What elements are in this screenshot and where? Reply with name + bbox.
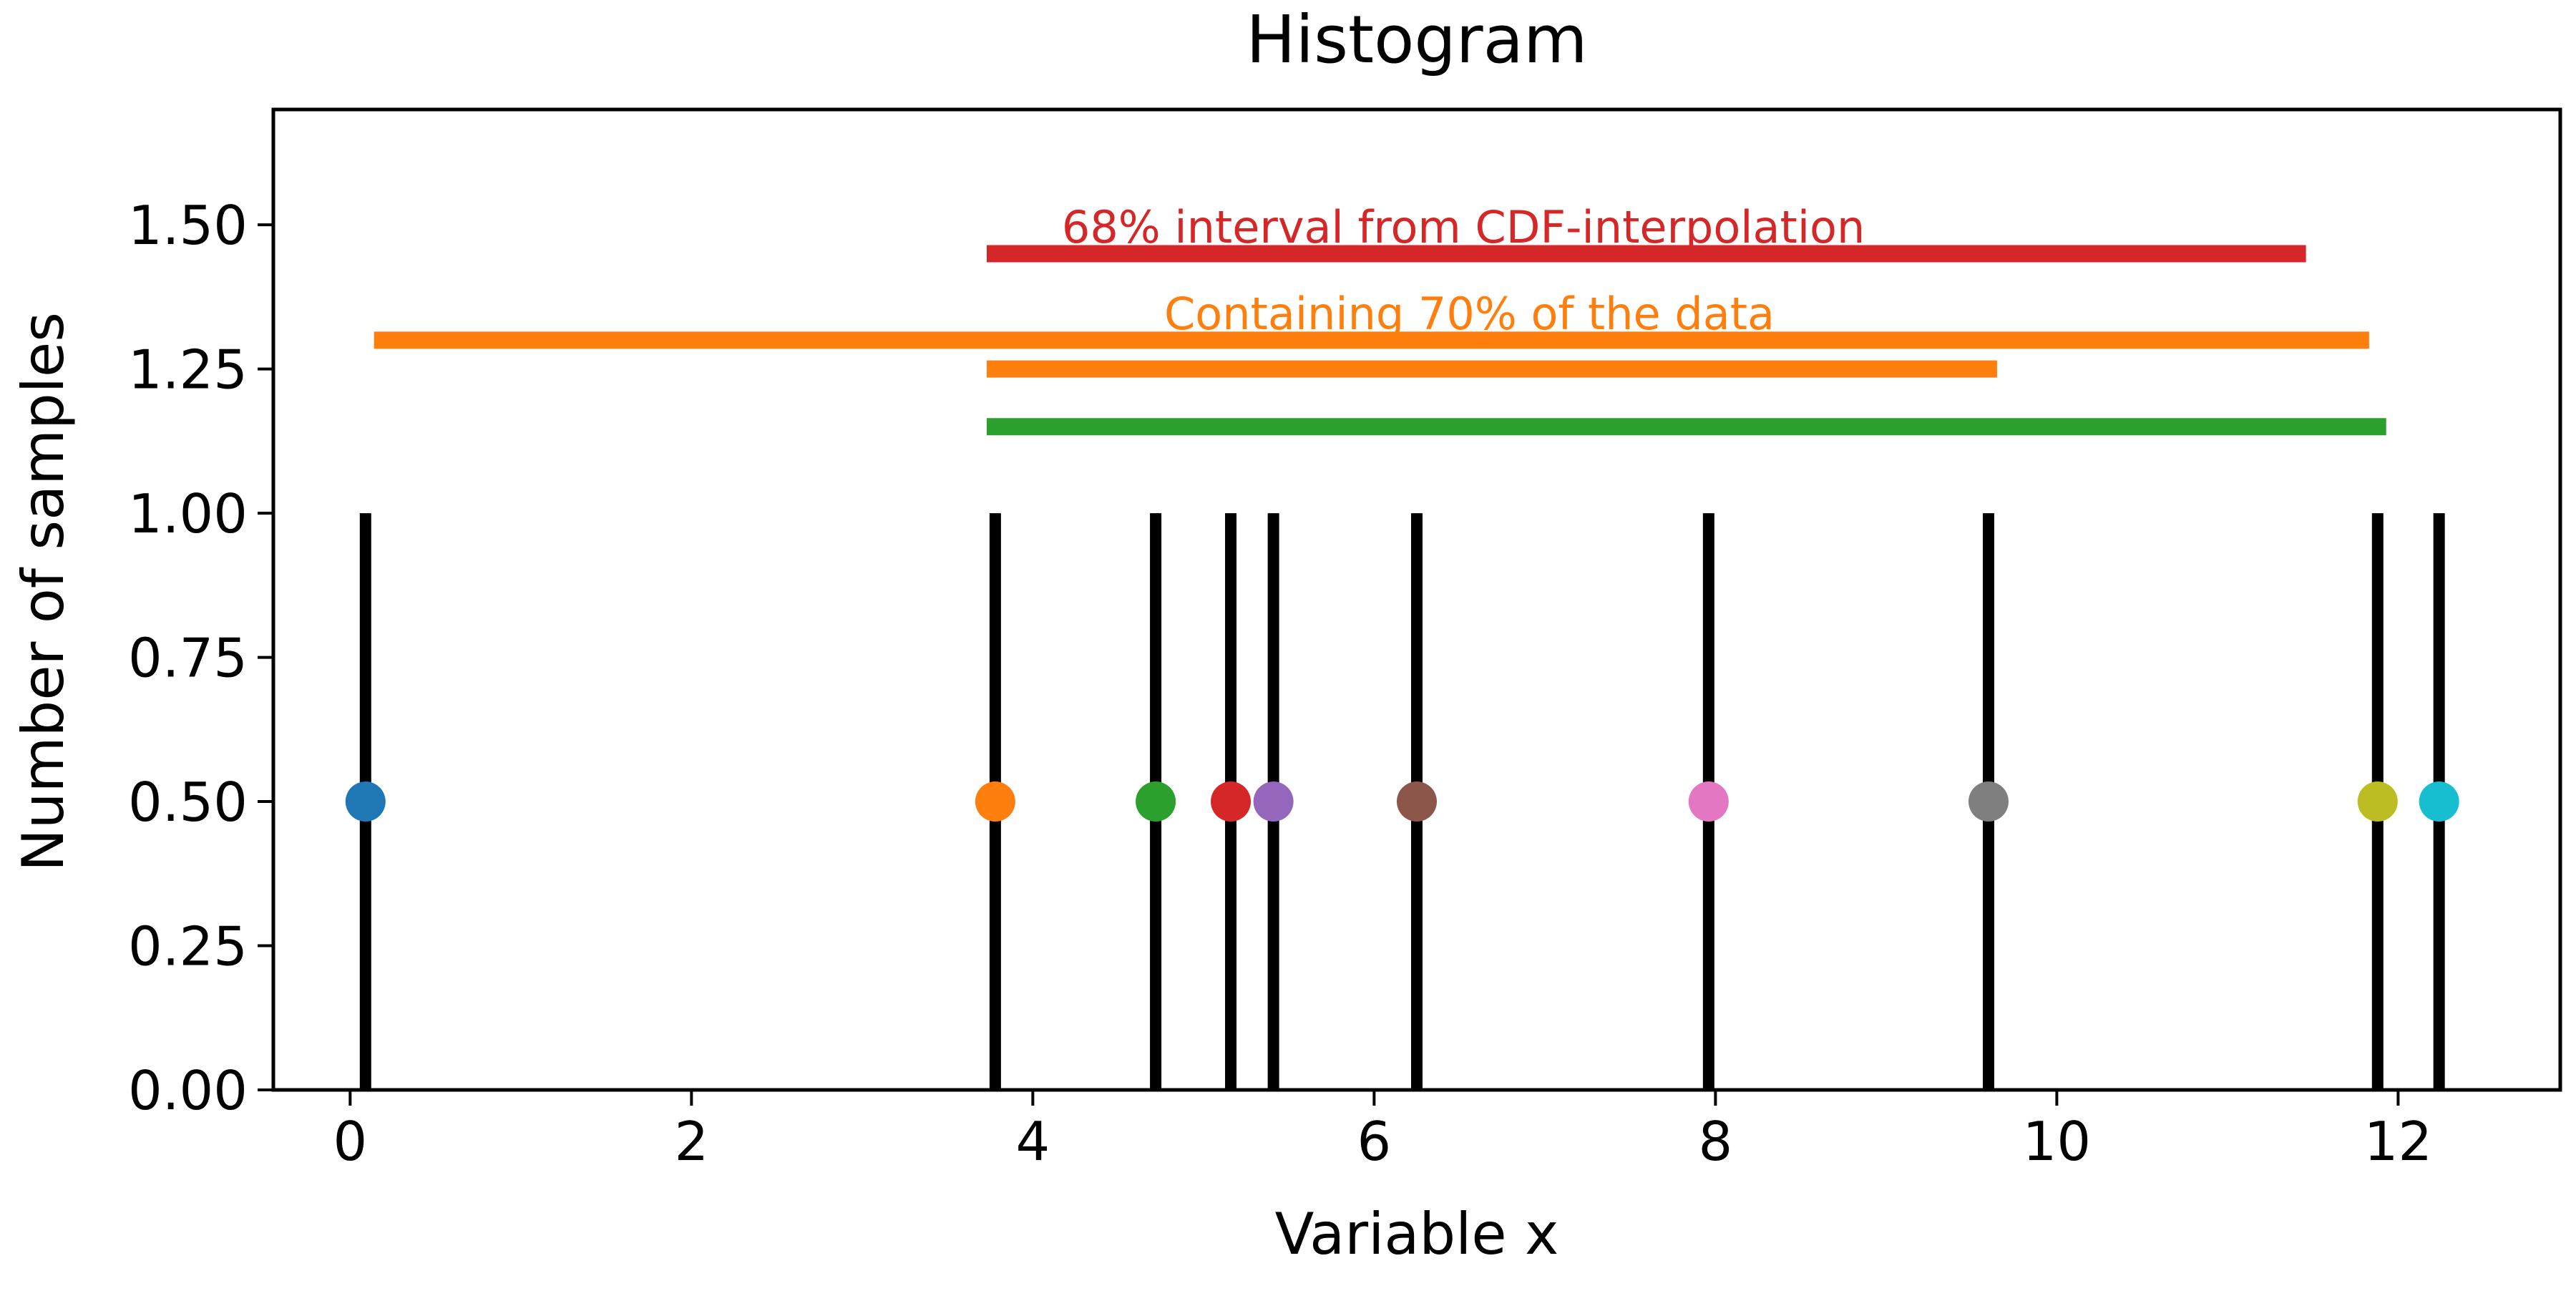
annotation-0: 68% interval from CDF-interpolation <box>1062 201 1865 253</box>
x-tick-label-4: 8 <box>1699 1110 1733 1173</box>
y-tick-label-2: 0.50 <box>128 771 248 834</box>
y-tick-label-3: 0.75 <box>128 627 248 690</box>
sample-marker-6 <box>1688 781 1729 822</box>
x-tick-label-3: 6 <box>1357 1110 1392 1173</box>
x-tick-label-6: 12 <box>2364 1110 2432 1173</box>
x-tick-label-5: 10 <box>2023 1110 2091 1173</box>
sample-marker-5 <box>1397 781 1437 822</box>
x-tick-label-0: 0 <box>333 1110 367 1173</box>
sample-marker-8 <box>2357 781 2398 822</box>
y-tick-label-5: 1.25 <box>128 338 248 401</box>
annotation-1: Containing 70% of the data <box>1164 288 1775 340</box>
chart-title: Histogram <box>1246 1 1587 78</box>
y-tick-label-1: 0.25 <box>128 915 248 978</box>
plot-frame <box>271 107 2562 1092</box>
axes-layer: 0 2 4 6 8 10 12 0.00 0.25 0.50 0.75 1.00 1.25 1.50 <box>128 194 2432 1173</box>
sample-marker-1 <box>975 781 1015 822</box>
sample-marker-0 <box>345 781 386 822</box>
sample-marker-9 <box>2419 781 2459 822</box>
marks-layer: 68% interval from CDF-interpolation Conta… <box>345 201 2459 1090</box>
y-axis-label: Number of samples <box>10 312 77 872</box>
sample-marker-4 <box>1253 781 1294 822</box>
x-tick-label-1: 2 <box>674 1110 708 1173</box>
sample-marker-3 <box>1211 781 1252 822</box>
sample-marker-7 <box>1968 781 2009 822</box>
y-tick-label-6: 1.50 <box>128 194 248 257</box>
y-tick-label-4: 1.00 <box>128 482 248 545</box>
x-tick-label-2: 4 <box>1015 1110 1050 1173</box>
y-tick-label-0: 0.00 <box>128 1059 248 1122</box>
x-axis-label: Variable x <box>1275 1201 1559 1267</box>
sample-marker-2 <box>1136 781 1176 822</box>
